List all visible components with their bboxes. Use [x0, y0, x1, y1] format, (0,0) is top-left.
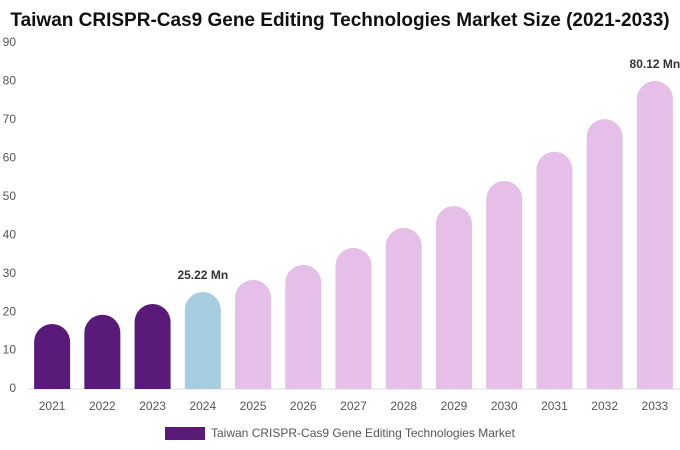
- y-tick-label: 80: [3, 74, 17, 88]
- y-tick-label: 30: [3, 266, 17, 280]
- bar: [536, 151, 573, 389]
- x-tick-label: 2023: [139, 399, 166, 413]
- x-tick-label: 2030: [491, 399, 518, 413]
- bar: [84, 314, 121, 389]
- bar: [636, 80, 673, 390]
- x-tick-label: 2031: [541, 399, 568, 413]
- y-tick-label: 50: [3, 189, 17, 203]
- x-tick-label: 2027: [340, 399, 367, 413]
- bar: [385, 227, 422, 389]
- legend-label: Taiwan CRISPR-Cas9 Gene Editing Technolo…: [211, 426, 516, 440]
- x-tick-label: 2022: [89, 399, 116, 413]
- bar: [285, 264, 322, 389]
- y-tick-label: 90: [3, 35, 17, 49]
- x-tick-label: 2021: [39, 399, 66, 413]
- data-label: 80.12 Mn: [630, 57, 680, 71]
- y-tick-label: 70: [3, 112, 17, 126]
- bar: [586, 119, 623, 389]
- bar: [134, 304, 171, 389]
- x-tick-label: 2033: [642, 399, 669, 413]
- x-tick-label: 2028: [390, 399, 417, 413]
- bar: [34, 324, 71, 389]
- data-label: 25.22 Mn: [177, 268, 228, 282]
- bar: [335, 247, 372, 389]
- y-tick-label: 60: [3, 151, 17, 165]
- chart-title: Taiwan CRISPR-Cas9 Gene Editing Technolo…: [10, 10, 669, 31]
- y-tick-label: 40: [3, 227, 17, 241]
- x-tick-label: 2024: [189, 399, 216, 413]
- bar: [435, 206, 472, 389]
- y-tick-label: 20: [3, 304, 17, 318]
- bar: [184, 292, 221, 389]
- y-tick-label: 0: [9, 381, 16, 395]
- y-tick-label: 10: [3, 343, 17, 357]
- x-tick-label: 2029: [441, 399, 468, 413]
- x-tick-label: 2025: [240, 399, 267, 413]
- x-tick-label: 2026: [290, 399, 317, 413]
- legend-swatch: [165, 427, 205, 440]
- bar: [486, 181, 523, 389]
- x-tick-label: 2032: [591, 399, 618, 413]
- bar: [235, 279, 272, 389]
